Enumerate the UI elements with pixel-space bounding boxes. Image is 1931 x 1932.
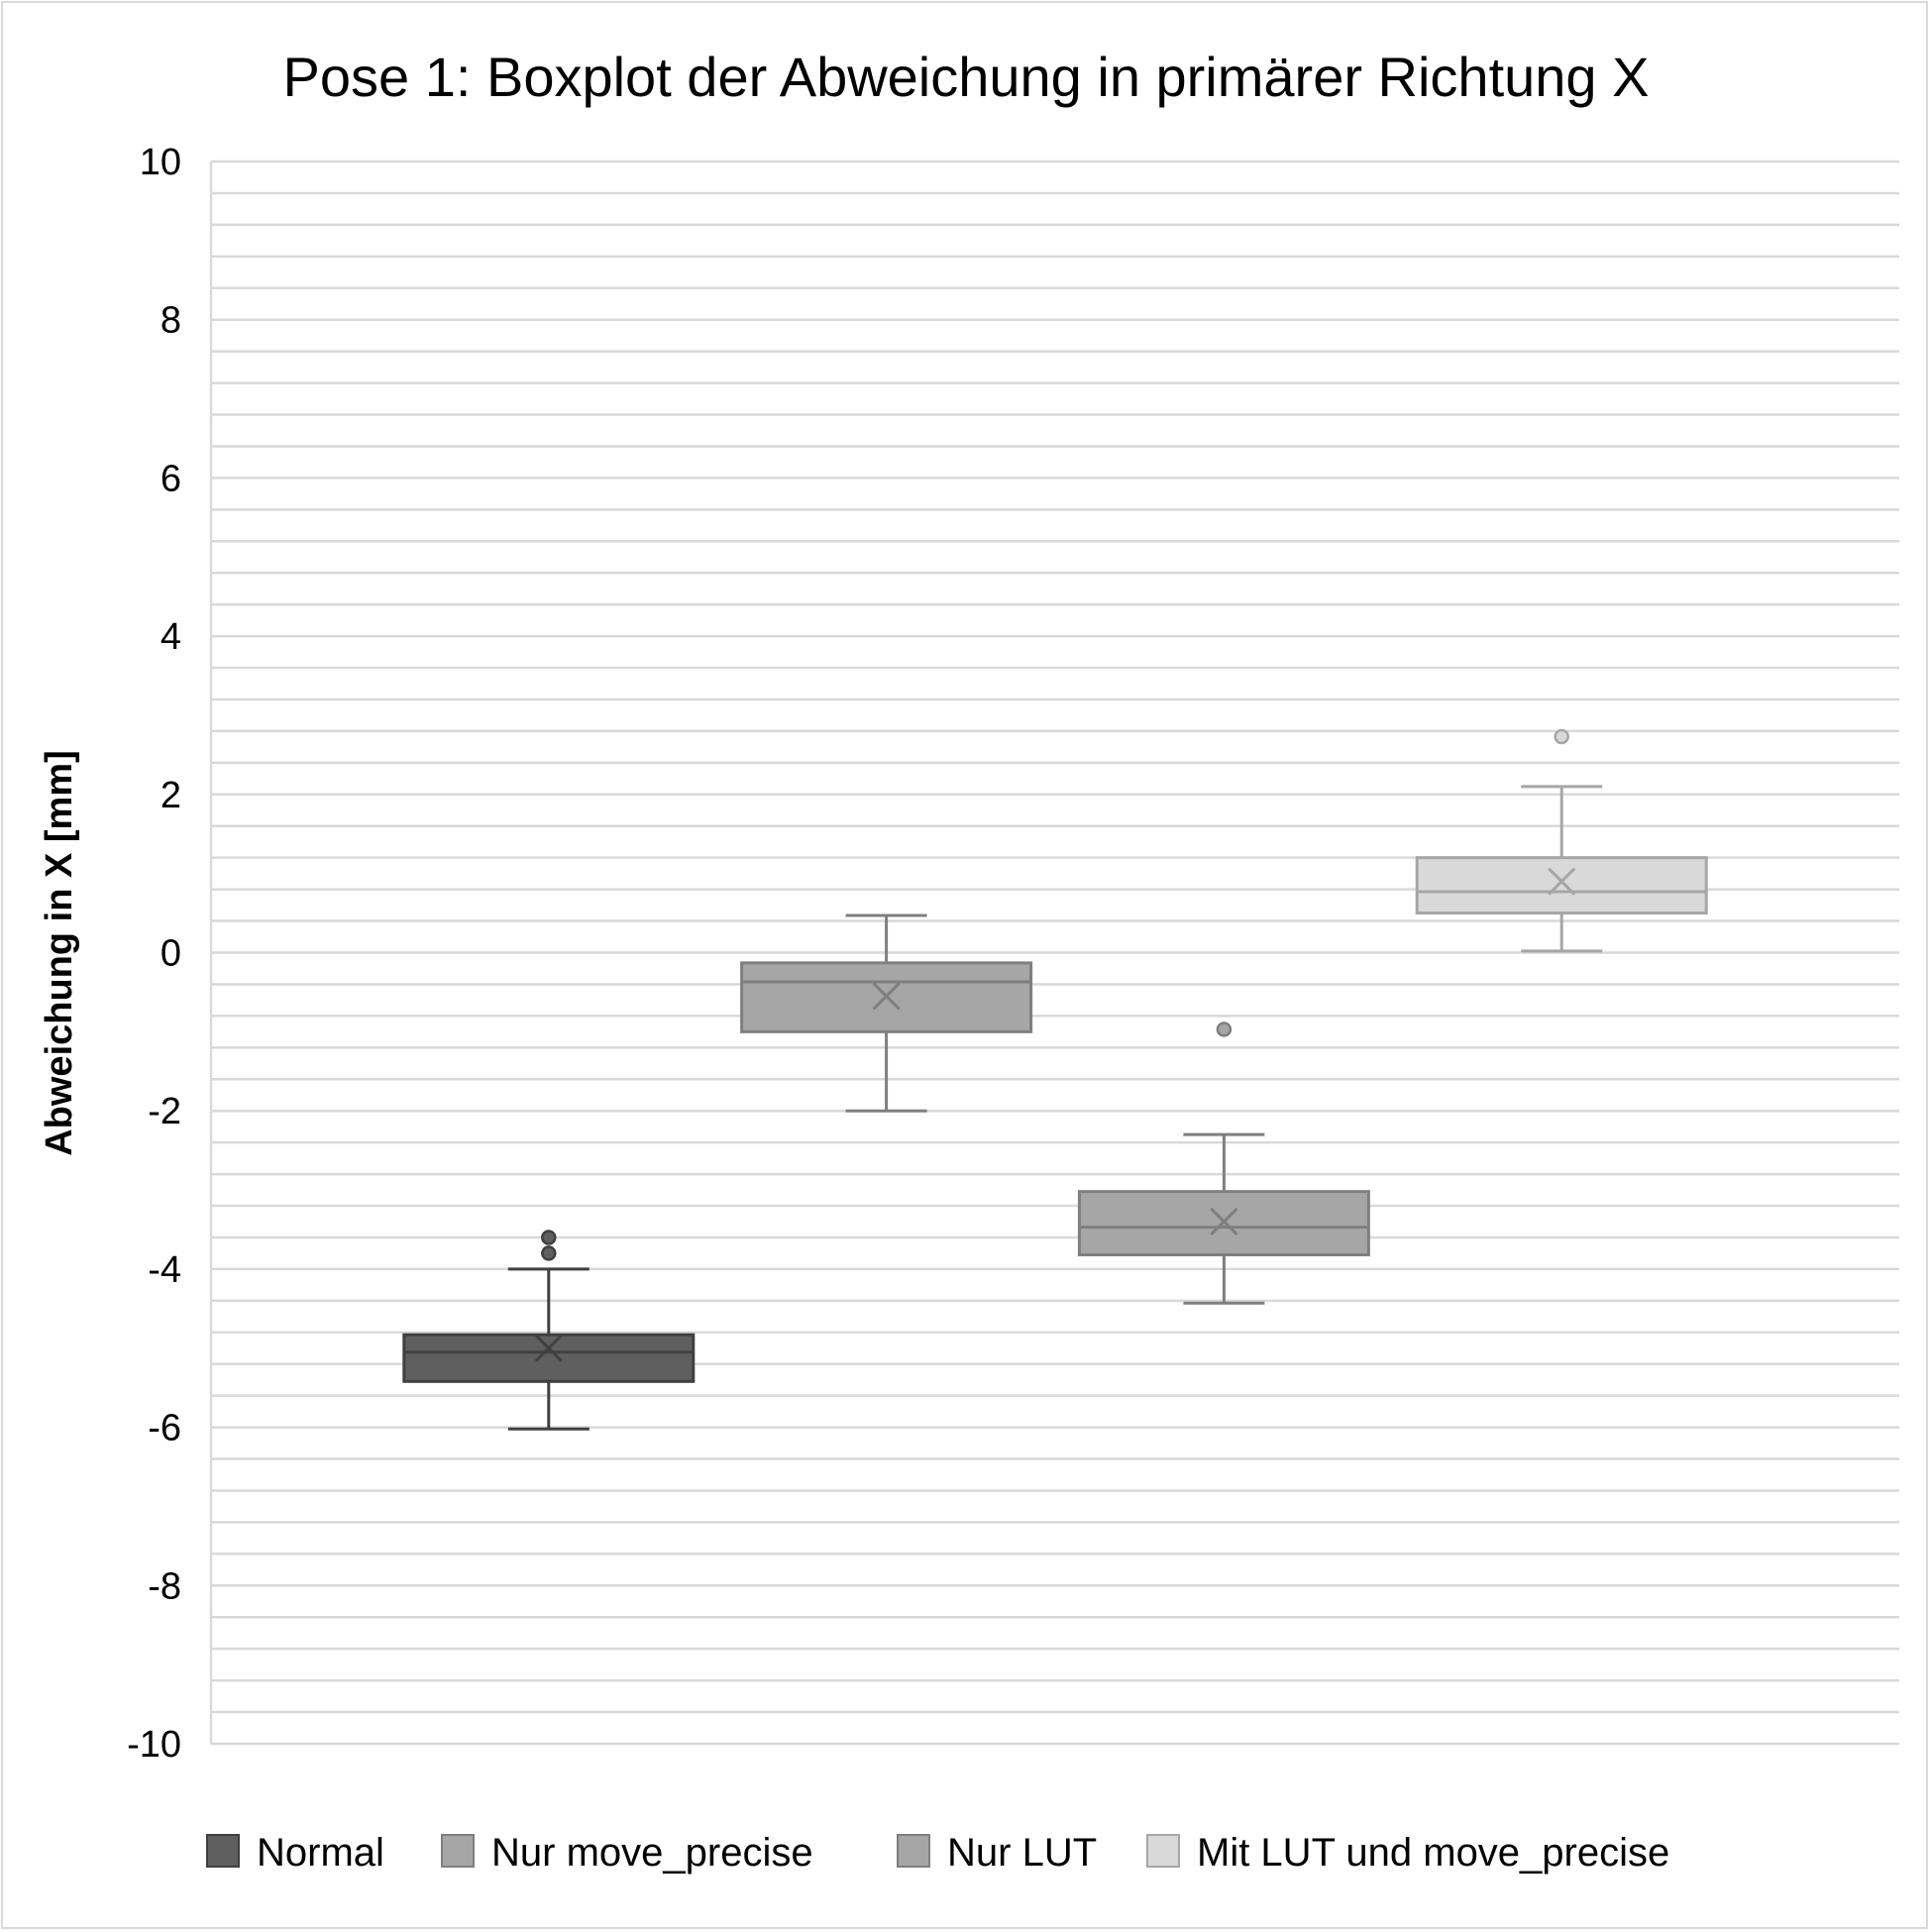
box-nur-lut bbox=[1077, 1021, 1370, 1305]
legend-swatch bbox=[1146, 1834, 1180, 1868]
outlier-point bbox=[541, 1245, 557, 1261]
y-tick-label: 4 bbox=[161, 616, 181, 658]
y-tick-label: 8 bbox=[161, 300, 181, 342]
legend-swatch bbox=[441, 1834, 475, 1868]
y-axis-label: Abweichung in X [mm] bbox=[39, 750, 80, 1156]
y-tick-label: -2 bbox=[148, 1091, 181, 1132]
outlier-point bbox=[1216, 1021, 1233, 1037]
y-axis-tick-labels: 10 8 6 4 2 0 -2 -4 -6 -8 -10 bbox=[127, 142, 181, 1766]
legend-label: Mit LUT und move_precise bbox=[1197, 1831, 1669, 1875]
iqr-box bbox=[402, 1333, 696, 1383]
box-nur-move-precise bbox=[740, 913, 1033, 1113]
outlier-point bbox=[541, 1230, 557, 1245]
mean-marker bbox=[1548, 867, 1576, 896]
y-tick-label: -8 bbox=[148, 1565, 181, 1607]
y-tick-label: 10 bbox=[140, 142, 181, 183]
legend-swatch bbox=[206, 1834, 240, 1868]
outlier-point bbox=[1554, 728, 1569, 745]
box-mit-lut-und-move-precise bbox=[1415, 728, 1708, 953]
legend-label: Nur LUT bbox=[947, 1831, 1097, 1875]
legend: Normal Nur move_precise Nur LUT Mit LUT und… bbox=[206, 1831, 1669, 1875]
iqr-box bbox=[1415, 856, 1708, 915]
mean-marker bbox=[1210, 1207, 1238, 1236]
gridlines bbox=[209, 160, 1899, 1746]
legend-swatch bbox=[897, 1834, 930, 1868]
y-tick-label: 6 bbox=[161, 458, 181, 499]
legend-label: Normal bbox=[257, 1831, 384, 1875]
y-tick-label: -6 bbox=[148, 1408, 181, 1449]
mean-marker bbox=[872, 982, 901, 1011]
legend-label: Nur move_precise bbox=[491, 1831, 813, 1875]
y-tick-label: -4 bbox=[148, 1249, 181, 1291]
y-tick-label: 2 bbox=[161, 775, 181, 816]
box-normal bbox=[402, 1230, 696, 1431]
mean-marker bbox=[534, 1334, 563, 1362]
box-plots bbox=[402, 728, 1708, 1431]
chart-title: Pose 1: Boxplot der Abweichung in primär… bbox=[283, 46, 1650, 108]
y-tick-label: 0 bbox=[161, 933, 181, 975]
y-tick-label: -10 bbox=[127, 1724, 181, 1766]
